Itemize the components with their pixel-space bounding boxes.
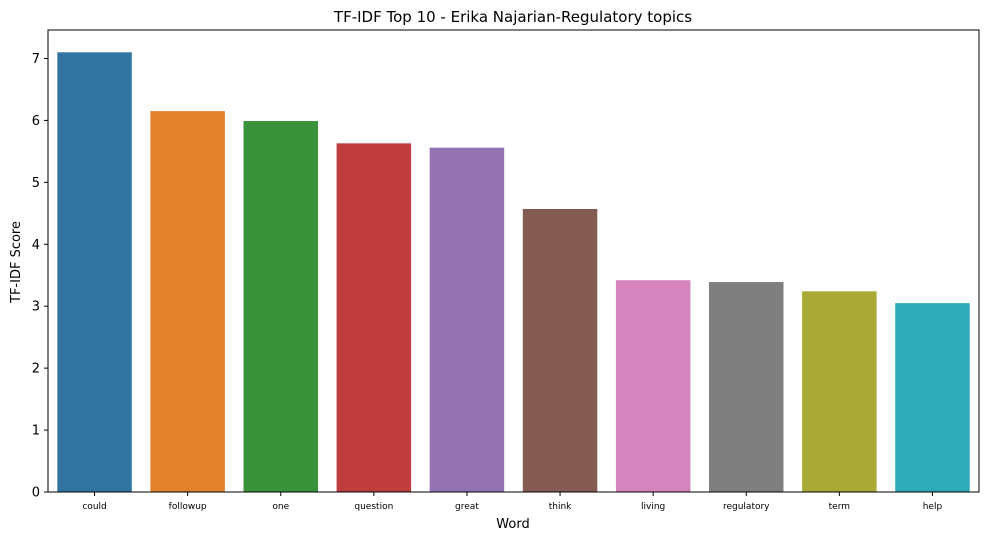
chart-title: TF-IDF Top 10 - Erika Najarian-Regulator… [333, 8, 692, 26]
x-tick-label: one [272, 502, 289, 512]
bar-living [615, 280, 691, 492]
ticks-layer: could followup one question great think living… [32, 52, 943, 512]
x-tick-label: living [641, 502, 665, 512]
bar-regulatory [709, 282, 784, 492]
bar-help [895, 303, 970, 492]
y-tick-label: 4 [32, 238, 40, 253]
x-tick-label: could [82, 502, 106, 512]
x-axis-label: Word [496, 517, 529, 532]
y-tick-label: 3 [32, 300, 40, 315]
x-tick-label: term [829, 502, 850, 512]
bar-one [243, 121, 318, 492]
y-tick-label: 6 [32, 114, 40, 129]
bar-question [336, 143, 412, 492]
bars-layer [57, 52, 970, 493]
x-tick-label: great [455, 502, 479, 512]
x-tick-label: question [354, 502, 393, 512]
y-tick-label: 7 [32, 52, 40, 67]
x-tick-label: followup [169, 502, 207, 512]
x-tick-label: regulatory [723, 502, 770, 512]
x-tick-label: help [923, 502, 943, 512]
y-tick-label: 5 [32, 176, 40, 191]
plot-frame [47, 29, 980, 493]
bar-could [57, 52, 132, 492]
bar-followup [150, 111, 225, 492]
bar-term [802, 291, 877, 492]
x-tick-label: think [549, 502, 572, 512]
bar-great [429, 147, 505, 493]
y-tick-label: 2 [32, 362, 40, 377]
bar-think [522, 208, 598, 492]
y-tick-label: 0 [32, 486, 40, 501]
y-tick-label: 1 [32, 424, 40, 439]
y-axis-label: TF-IDF Score [9, 221, 24, 304]
